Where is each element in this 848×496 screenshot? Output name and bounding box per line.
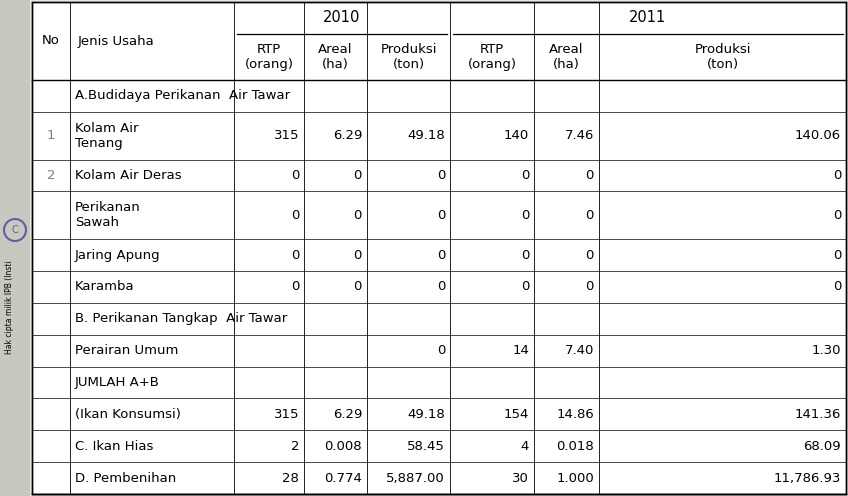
- Text: Kolam Air Deras: Kolam Air Deras: [75, 169, 181, 182]
- Text: 140: 140: [504, 129, 529, 142]
- Text: 0: 0: [354, 281, 362, 294]
- Text: B. Perikanan Tangkap  Air Tawar: B. Perikanan Tangkap Air Tawar: [75, 312, 287, 325]
- Text: 0: 0: [291, 209, 299, 222]
- Text: 0: 0: [833, 169, 841, 182]
- Text: Kolam Air
Tenang: Kolam Air Tenang: [75, 122, 138, 150]
- Text: 0: 0: [437, 248, 445, 262]
- Text: 0.018: 0.018: [556, 440, 594, 453]
- Text: RTP
(orang): RTP (orang): [244, 43, 293, 71]
- Text: Perairan Umum: Perairan Umum: [75, 344, 178, 357]
- Text: 5,887.00: 5,887.00: [386, 472, 445, 485]
- Text: JUMLAH A+B: JUMLAH A+B: [75, 376, 160, 389]
- Text: 1: 1: [47, 129, 55, 142]
- Text: 11,786.93: 11,786.93: [773, 472, 841, 485]
- Text: 0: 0: [521, 281, 529, 294]
- Text: 7.40: 7.40: [565, 344, 594, 357]
- Text: 0: 0: [586, 209, 594, 222]
- Text: Produksi
(ton): Produksi (ton): [380, 43, 437, 71]
- Text: D. Pembenihan: D. Pembenihan: [75, 472, 176, 485]
- Text: 0: 0: [291, 281, 299, 294]
- Text: 0: 0: [354, 169, 362, 182]
- Text: 315: 315: [274, 129, 299, 142]
- Text: 6.29: 6.29: [332, 129, 362, 142]
- Text: 0: 0: [354, 209, 362, 222]
- Text: 68.09: 68.09: [803, 440, 841, 453]
- Text: 14: 14: [512, 344, 529, 357]
- Bar: [0, 0, 30, 496]
- Text: 0: 0: [833, 248, 841, 262]
- Text: 140.06: 140.06: [795, 129, 841, 142]
- Text: 4: 4: [521, 440, 529, 453]
- Text: 0.008: 0.008: [325, 440, 362, 453]
- Text: Areal
(ha): Areal (ha): [550, 43, 583, 71]
- Text: 58.45: 58.45: [407, 440, 445, 453]
- Text: 141.36: 141.36: [795, 408, 841, 421]
- Text: A.Budidaya Perikanan  Air Tawar: A.Budidaya Perikanan Air Tawar: [75, 89, 290, 102]
- Text: 28: 28: [282, 472, 299, 485]
- Text: 1.30: 1.30: [812, 344, 841, 357]
- Text: C. Ikan Hias: C. Ikan Hias: [75, 440, 153, 453]
- Text: 0: 0: [437, 281, 445, 294]
- Text: 0: 0: [437, 344, 445, 357]
- Text: 0: 0: [521, 169, 529, 182]
- Text: Areal
(ha): Areal (ha): [318, 43, 353, 71]
- Text: 2: 2: [291, 440, 299, 453]
- Text: 0: 0: [586, 169, 594, 182]
- Text: 14.86: 14.86: [556, 408, 594, 421]
- Text: 0.774: 0.774: [324, 472, 362, 485]
- Text: 0: 0: [291, 169, 299, 182]
- Text: 0: 0: [521, 248, 529, 262]
- Text: 49.18: 49.18: [407, 129, 445, 142]
- Text: 0: 0: [586, 281, 594, 294]
- Text: 154: 154: [504, 408, 529, 421]
- Text: 0: 0: [291, 248, 299, 262]
- Text: Karamba: Karamba: [75, 281, 135, 294]
- Text: 0: 0: [833, 281, 841, 294]
- Text: 0: 0: [833, 209, 841, 222]
- Text: 0: 0: [354, 248, 362, 262]
- Text: 0: 0: [586, 248, 594, 262]
- Text: Produksi
(ton): Produksi (ton): [695, 43, 750, 71]
- Text: 0: 0: [521, 209, 529, 222]
- Text: 2: 2: [47, 169, 55, 182]
- Text: 1.000: 1.000: [556, 472, 594, 485]
- Text: 2010: 2010: [323, 10, 360, 25]
- Text: 0: 0: [437, 209, 445, 222]
- Text: 2011: 2011: [629, 10, 667, 25]
- Text: (Ikan Konsumsi): (Ikan Konsumsi): [75, 408, 181, 421]
- Text: 49.18: 49.18: [407, 408, 445, 421]
- Text: Jaring Apung: Jaring Apung: [75, 248, 160, 262]
- Text: C: C: [12, 225, 19, 235]
- Text: RTP
(orang): RTP (orang): [467, 43, 516, 71]
- Text: Hak cipta milik IPB (Insti: Hak cipta milik IPB (Insti: [5, 260, 14, 355]
- Text: Jenis Usaha: Jenis Usaha: [78, 35, 154, 48]
- Text: 30: 30: [512, 472, 529, 485]
- Text: Perikanan
Sawah: Perikanan Sawah: [75, 201, 141, 229]
- Text: 6.29: 6.29: [332, 408, 362, 421]
- Text: No: No: [42, 35, 60, 48]
- Text: 315: 315: [274, 408, 299, 421]
- Text: 0: 0: [437, 169, 445, 182]
- Text: 7.46: 7.46: [565, 129, 594, 142]
